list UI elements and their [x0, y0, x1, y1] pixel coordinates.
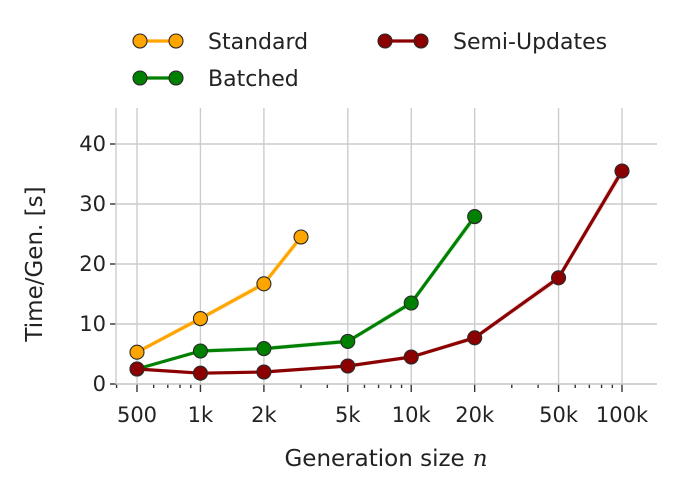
grid [116, 108, 657, 385]
series-band [137, 165, 622, 375]
data-point [192, 311, 208, 327]
data-point [192, 343, 208, 359]
x-tick-label: 5k [335, 403, 361, 427]
x-tick-label: 100k [596, 403, 649, 427]
series-line [135, 215, 477, 371]
y-tick-label: 40 [79, 132, 106, 156]
legend-item-standard: Standard [132, 30, 308, 55]
data-point [256, 364, 272, 380]
data-point [340, 358, 356, 374]
series-standard [129, 229, 309, 360]
data-point [403, 349, 419, 365]
legend-marker [377, 33, 393, 49]
legend-marker [413, 33, 429, 49]
series-band [137, 232, 302, 355]
legend-label: Semi-Updates [453, 30, 607, 55]
legend-marker [168, 33, 184, 49]
data-point [467, 330, 483, 346]
x-axis-label: Generation size n [284, 446, 487, 472]
data-point [467, 209, 483, 225]
legend-item-semi-updates: Semi-Updates [377, 30, 607, 55]
y-tick-label: 10 [79, 312, 106, 336]
axes: 0 10 20 30 40 500 1k 2k 5k 10k 20k 50k 100k [79, 108, 657, 427]
x-axis-label-text: Generation size [284, 446, 464, 472]
x-tick-label: 1k [188, 403, 214, 427]
x-tick-label: 20k [455, 403, 495, 427]
data-point [614, 163, 630, 179]
legend: Standard Batched Semi-Updates [132, 30, 607, 92]
data-point [293, 229, 309, 245]
data-point [256, 341, 272, 357]
series-line [135, 235, 303, 354]
series-semi-updates [129, 163, 630, 381]
legend-marker [132, 70, 148, 86]
series-line [135, 169, 624, 375]
y-tick-label: 20 [79, 252, 106, 276]
data-point [403, 295, 419, 311]
legend-label: Standard [208, 30, 308, 55]
y-tick-label: 0 [93, 372, 106, 396]
x-tick-label: 2k [251, 403, 277, 427]
x-tick-label: 10k [392, 403, 432, 427]
legend-marker [132, 33, 148, 49]
legend-marker [168, 70, 184, 86]
data-point [129, 361, 145, 377]
data-point [551, 270, 567, 286]
data-point [256, 276, 272, 292]
data-point [192, 365, 208, 381]
legend-item-batched: Batched [132, 67, 299, 92]
x-axis-label-variable: n [473, 446, 488, 472]
y-tick-label: 30 [79, 192, 106, 216]
data-point [340, 333, 356, 349]
x-tick-label: 50k [539, 403, 579, 427]
legend-label: Batched [208, 67, 299, 92]
series-lines [129, 163, 630, 381]
x-tick-label: 500 [117, 403, 157, 427]
data-point [129, 344, 145, 360]
y-axis-label: Time/Gen. [s] [22, 186, 48, 342]
